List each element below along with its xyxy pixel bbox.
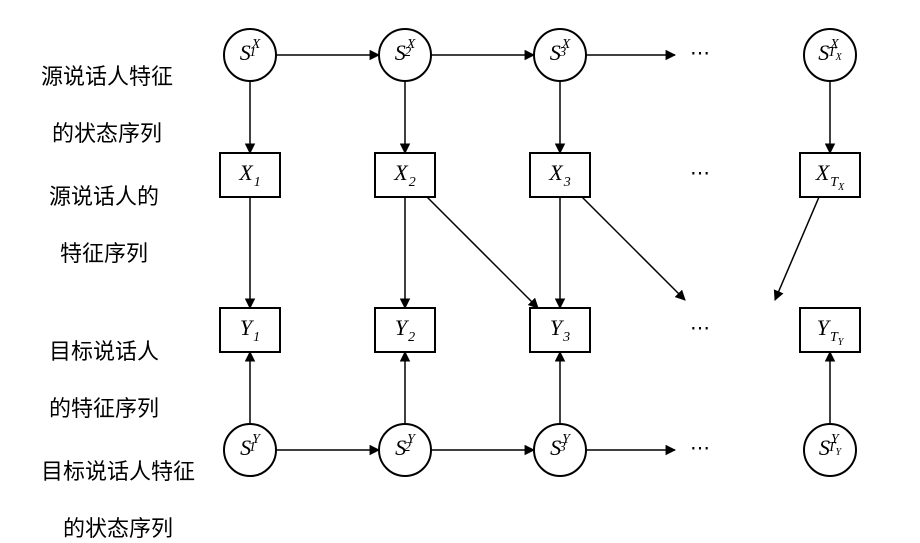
dots-row3: ⋯ xyxy=(690,318,710,340)
row4-label-l2: 的状态序列 xyxy=(63,516,173,541)
dots-row2: ⋯ xyxy=(690,163,710,185)
diagram-canvas: SX1SX2SX3SXTXX1X2X3XTXY1Y2Y3YTYSY1SY2SY3… xyxy=(0,0,920,504)
dots-row4: ⋯ xyxy=(690,438,710,460)
edge-14 xyxy=(427,197,538,308)
dots-row1: ⋯ xyxy=(690,43,710,65)
edge-13 xyxy=(775,197,819,300)
edge-15 xyxy=(582,197,685,300)
